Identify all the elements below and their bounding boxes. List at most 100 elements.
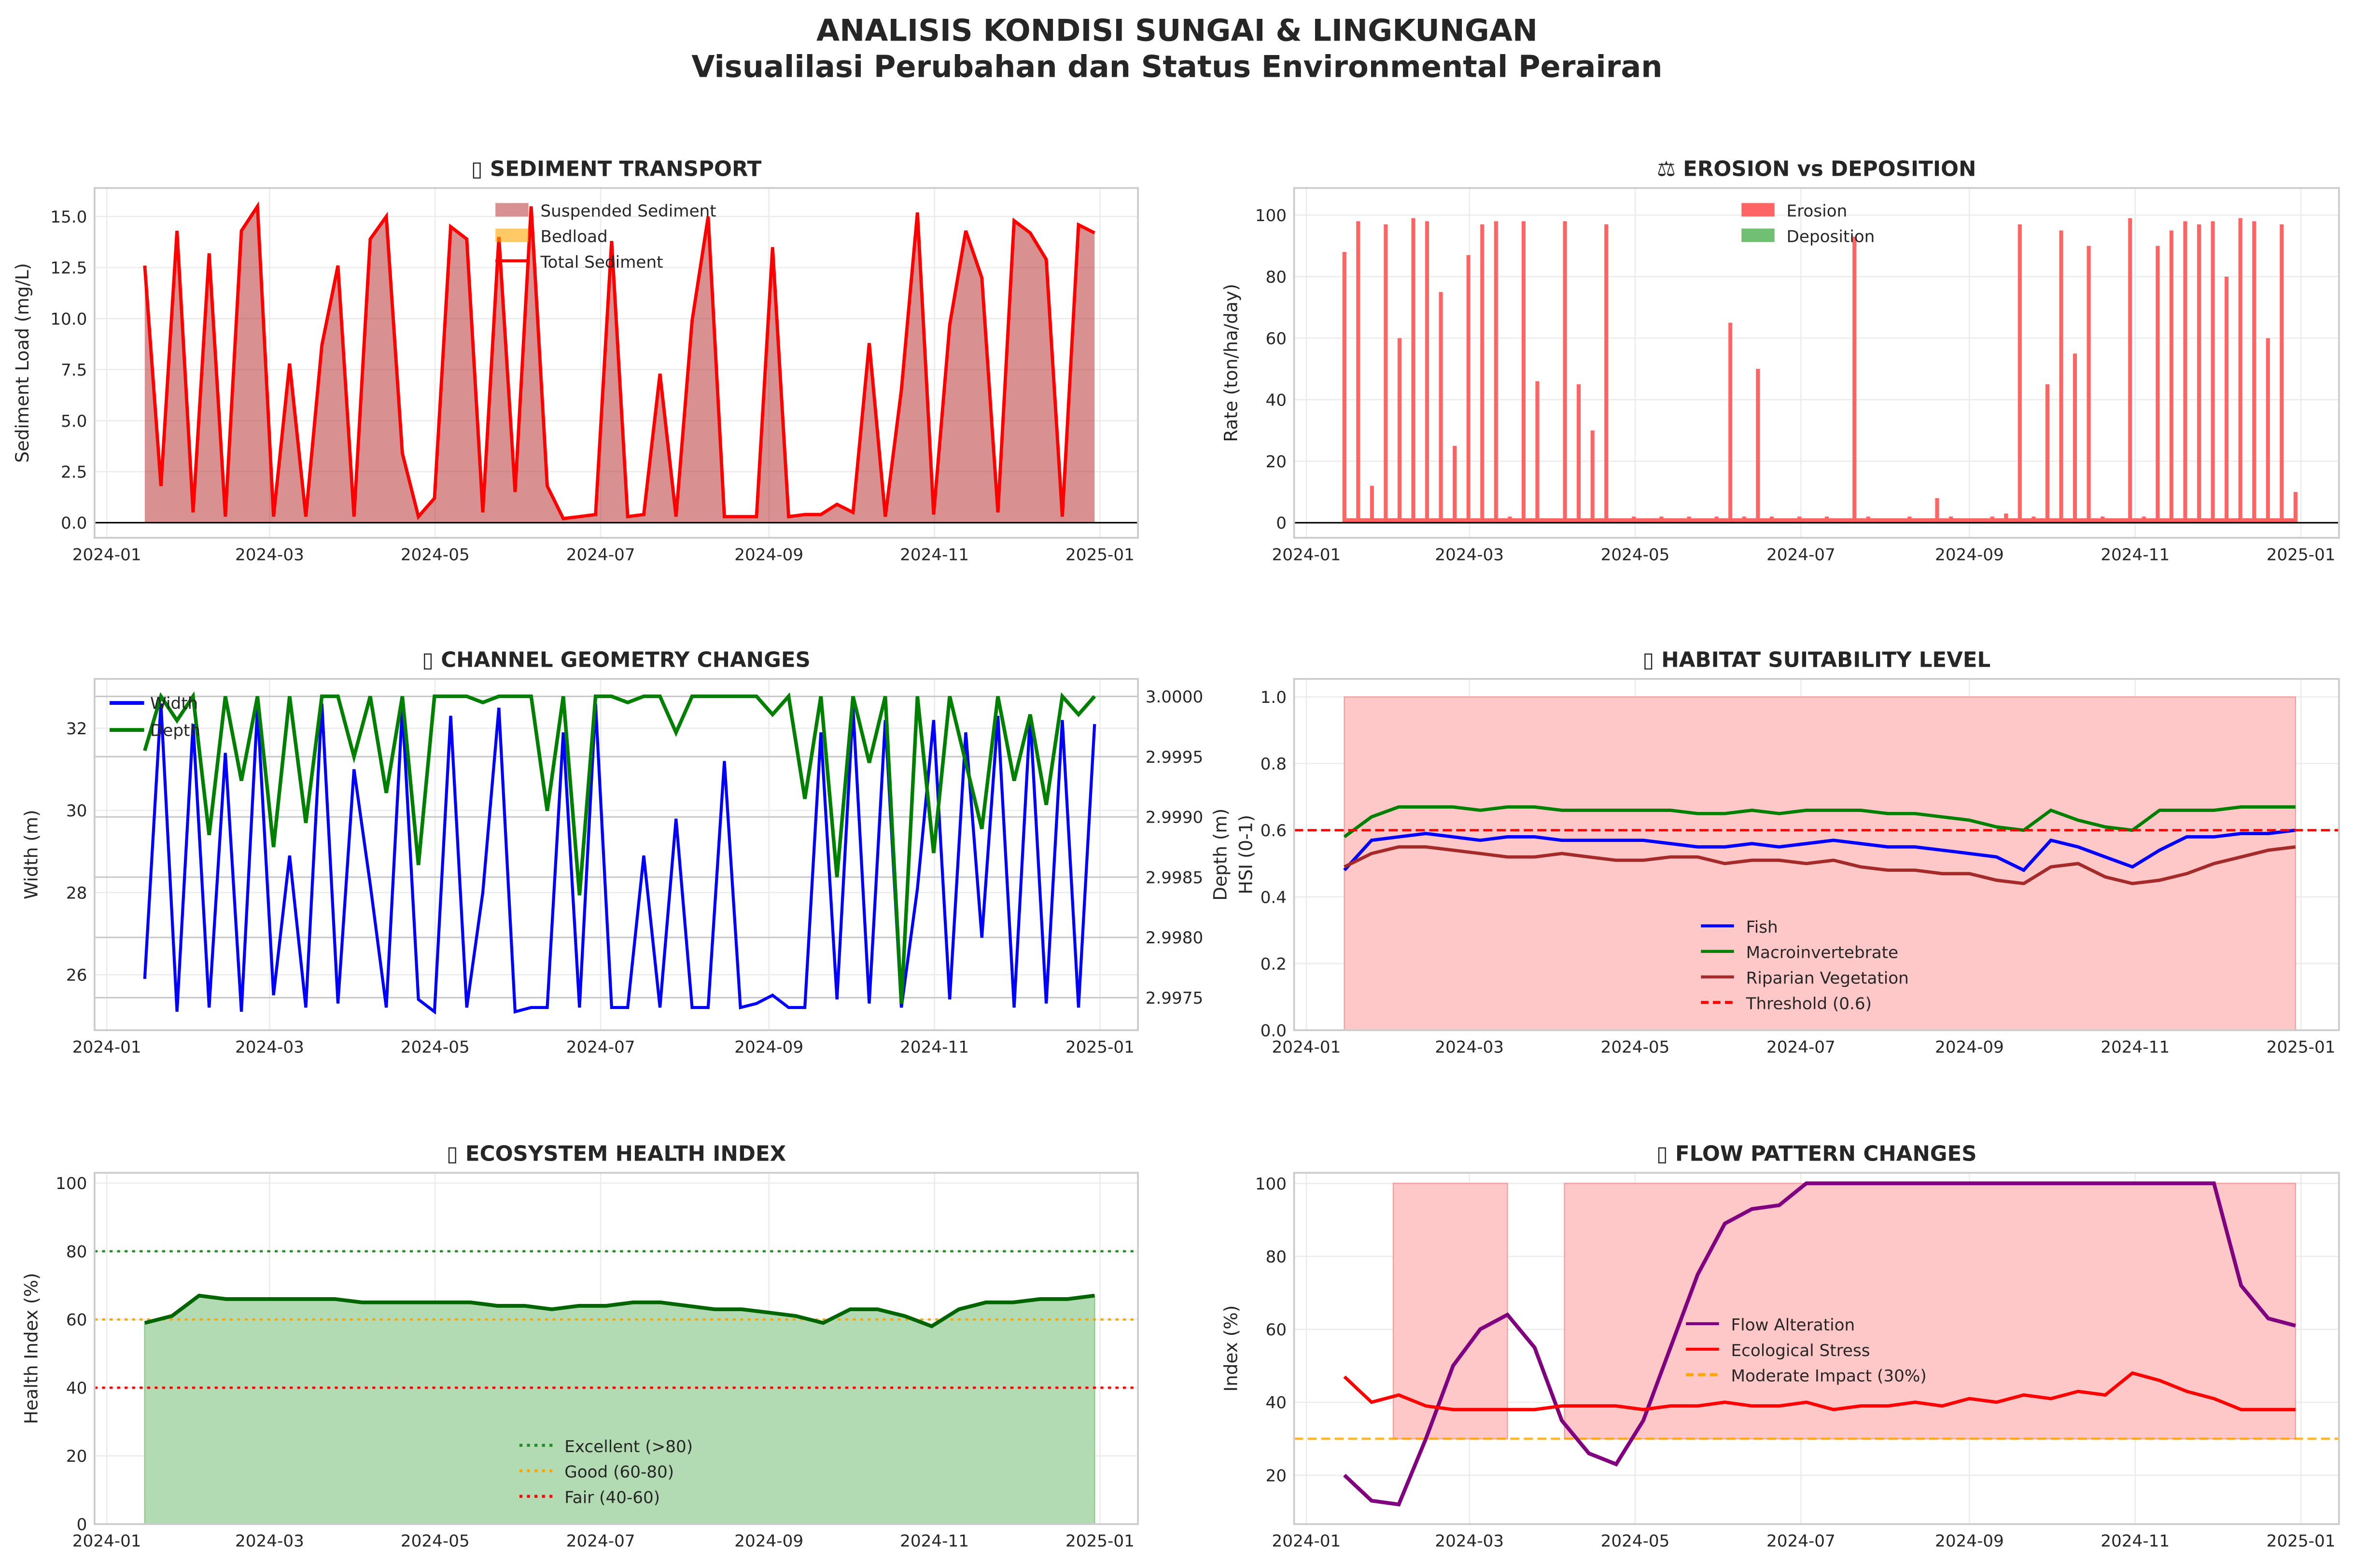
right-tick-label: 2.9990 <box>1146 808 1204 827</box>
panel-title: ▯ CHANNEL GEOMETRY CHANGES <box>422 648 811 672</box>
y-tick-label: 1.0 <box>1261 688 1287 707</box>
x-tick-label: 2024-05 <box>401 1038 470 1057</box>
erosion-bar <box>2293 492 2298 523</box>
y-tick-label: 100 <box>1255 206 1287 225</box>
erosion-bar <box>1590 430 1595 523</box>
erosion-bar <box>1535 381 1540 523</box>
x-tick-label: 2024-01 <box>72 1038 141 1057</box>
x-tick-label: 2024-11 <box>900 1532 969 1551</box>
x-tick-label: 2024-09 <box>1935 1038 2004 1057</box>
erosion-bar <box>1356 221 1360 523</box>
erosion-bar <box>2238 218 2242 523</box>
x-tick-label: 2024-05 <box>1601 1532 1670 1551</box>
legend-label: Depth <box>150 721 200 740</box>
y-tick-label: 80 <box>1265 1247 1287 1267</box>
y-axis-label: Rate (ton/ha/day) <box>1220 284 1241 442</box>
macroinvertebrate-line <box>1343 805 2296 839</box>
erosion-bar <box>1425 221 1429 523</box>
x-tick-label: 2024-11 <box>900 1038 969 1057</box>
plot-frame <box>1293 678 2340 1031</box>
erosion-bar <box>1480 224 1485 523</box>
erosion-bar <box>2169 230 2173 523</box>
erosion-bar <box>2183 221 2187 523</box>
legend-label: Deposition <box>1787 227 1875 246</box>
legend-label: Threshold (0.6) <box>1746 994 1872 1013</box>
erosion-bar <box>2018 224 2022 523</box>
legend-label: Fair (40-60) <box>564 1488 660 1508</box>
erosion-bar <box>1756 369 1760 523</box>
y-axis-label: Width (m) <box>21 810 42 899</box>
x-tick-label: 2024-01 <box>1272 546 1341 565</box>
x-tick-label: 2024-05 <box>1601 546 1670 565</box>
x-tick-label: 2024-07 <box>566 1532 635 1551</box>
plot-frame <box>94 678 1139 1031</box>
legend-label: Flow Alteration <box>1731 1316 1855 1335</box>
figure-subtitle: Visualilasi Perubahan dan Status Environ… <box>691 49 1662 84</box>
health-line <box>144 1293 1095 1329</box>
y-tick-label: 60 <box>1265 329 1287 349</box>
erosion-bar <box>1453 446 1457 523</box>
legend-label: Macroinvertebrate <box>1746 943 1899 963</box>
erosion-bar <box>1342 252 1346 523</box>
x-tick-label: 2024-07 <box>1766 1038 1836 1057</box>
y-tick-label: 40 <box>1265 391 1287 410</box>
suspended-sediment-area <box>144 206 1095 523</box>
panel-erosion: 2024-01 2024-03 2024-05 2024-07 2024-09 2024-… <box>1220 157 2340 565</box>
y-axis-label: Sediment Load (mg/L) <box>12 263 33 463</box>
x-tick-label: 2024-09 <box>734 1038 803 1057</box>
x-tick-label: 2024-09 <box>1935 546 2004 565</box>
x-tick-label: 2024-11 <box>2101 546 2170 565</box>
y-tick-label: 20 <box>1265 1466 1287 1485</box>
legend-label: Good (60-80) <box>564 1463 674 1482</box>
erosion-bar <box>1370 486 1374 523</box>
y-tick-label: 100 <box>56 1174 87 1193</box>
y-tick-label: 30 <box>66 801 87 821</box>
y-axis-label: HSI (0-1) <box>1235 815 1256 895</box>
x-tick-label: 2025-01 <box>2267 546 2336 565</box>
x-tick-label: 2024-09 <box>734 1532 803 1551</box>
x-tick-label: 2024-05 <box>401 1532 470 1551</box>
y-tick-label: 0.0 <box>1261 1021 1287 1040</box>
plot-frame <box>1293 1172 2340 1525</box>
y-tick-label: 20 <box>66 1447 87 1466</box>
panel-health: 2024-01 2024-03 2024-05 2024-07 2024-09 2024-… <box>21 1142 1139 1551</box>
x-tick-label: 2024-03 <box>1435 546 1504 565</box>
erosion-bar <box>1384 224 1388 523</box>
panel-channel: 2024-01 2024-03 2024-05 2024-07 2024-09 2024-… <box>21 648 1231 1057</box>
plot-frame <box>94 187 1139 539</box>
y-tick-label: 0.2 <box>1261 954 1287 974</box>
y-tick-label: 20 <box>1265 452 1287 472</box>
legend-swatch <box>1741 203 1775 217</box>
x-tick-label: 2024-05 <box>401 546 470 565</box>
right-tick-label: 2.9975 <box>1146 989 1204 1008</box>
x-tick-label: 2024-09 <box>1935 1532 2004 1551</box>
legend-swatch <box>1741 228 1775 242</box>
legend-label: Fish <box>1746 918 1778 937</box>
x-tick-label: 2024-03 <box>235 1532 304 1551</box>
panel-title: ▯ FLOW PATTERN CHANGES <box>1656 1142 1977 1166</box>
legend-label: Suspended Sediment <box>540 202 716 221</box>
erosion-bar <box>2073 353 2077 523</box>
y-tick-label: 0.8 <box>1261 755 1287 774</box>
y-tick-label: 100 <box>1255 1175 1287 1194</box>
x-tick-label: 2025-01 <box>2267 1038 2336 1057</box>
erosion-bar <box>1604 224 1609 523</box>
y-tick-label: 2.5 <box>61 462 87 482</box>
panel-habitat: 2024-01 2024-03 2024-05 2024-07 2024-09 2024-… <box>1235 648 2340 1057</box>
erosion-bar <box>2087 246 2091 523</box>
flow-alteration-line <box>1343 1181 2296 1507</box>
x-tick-label: 2024-01 <box>72 546 141 565</box>
right-tick-label: 3.0000 <box>1146 687 1204 707</box>
x-tick-label: 2024-03 <box>1435 1532 1504 1551</box>
erosion-base-bars <box>1344 518 2296 523</box>
erosion-bar <box>2252 221 2256 523</box>
fish-line <box>1343 828 2296 872</box>
plot-frame <box>94 1172 1139 1525</box>
x-tick-label: 2024-03 <box>1435 1038 1504 1057</box>
y-tick-label: 5.0 <box>61 412 87 431</box>
erosion-bar <box>1411 218 1415 523</box>
x-tick-label: 2025-01 <box>1065 546 1135 565</box>
y-tick-label: 60 <box>66 1311 87 1330</box>
x-tick-label: 2024-07 <box>1766 1532 1836 1551</box>
y-tick-label: 10.0 <box>50 309 87 329</box>
